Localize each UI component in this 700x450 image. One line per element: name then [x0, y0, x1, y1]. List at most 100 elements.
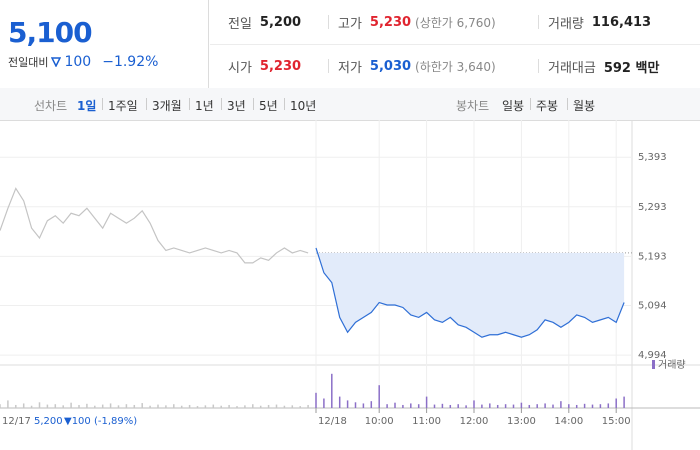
price: 5,100 — [8, 16, 93, 49]
volume-bar — [378, 385, 380, 408]
volume-bar — [259, 405, 262, 408]
footer-change: ▼100 (-1,89%) — [64, 416, 137, 427]
range-tab[interactable]: 3개월 — [152, 99, 182, 113]
volume-bar — [228, 404, 230, 408]
volume-bar — [0, 404, 1, 408]
volume-bar — [607, 403, 610, 408]
y-tick-label: 4,994 — [638, 350, 667, 361]
volume-bar — [386, 404, 388, 408]
tab-sep — [146, 98, 147, 110]
stat: 저가 5,030 (하한가 3,640) — [338, 57, 496, 76]
tab-sep — [530, 98, 531, 110]
volume-bar — [109, 403, 112, 408]
volume-bar — [615, 398, 617, 408]
quote-header: 5,100 전일대비 100 −1.92% 전일 5,200 고가 5,230 (상한가… — [0, 0, 700, 89]
volume-bar — [62, 405, 64, 408]
volume-bar — [275, 404, 278, 408]
volume-bar — [15, 404, 17, 408]
range-tab[interactable]: 1일 — [77, 99, 97, 113]
volume-bar — [125, 404, 128, 408]
stat-value: 5,230 — [369, 14, 412, 30]
volume-bar — [94, 405, 96, 408]
volume-bar — [449, 404, 452, 408]
stat-value: 592 백만 — [603, 60, 660, 76]
stat-extra: (하한가 3,640) — [415, 59, 496, 74]
down-arrow — [51, 57, 62, 67]
tab-sep — [102, 98, 103, 110]
volume-bar — [623, 396, 625, 408]
x-tick-label: 15:00 — [602, 416, 631, 427]
stat: 거래대금 592 백만 — [548, 57, 659, 76]
tab-group-label: 봉차트 — [456, 99, 490, 113]
volume-bar — [512, 404, 515, 408]
volume-bar — [180, 405, 183, 408]
range-tab[interactable]: 1년 — [195, 99, 214, 113]
volume-bar — [267, 404, 270, 408]
x-tick-label: 12:00 — [460, 416, 489, 427]
range-tab[interactable]: 5년 — [259, 99, 278, 113]
candle-tab[interactable]: 주봉 — [536, 99, 559, 113]
change-label: 전일대비 — [8, 56, 49, 69]
x-tick-label: 11:00 — [412, 416, 441, 427]
y-tick-label: 5,094 — [638, 300, 667, 311]
footer-close: 5,200 — [34, 416, 63, 427]
legend-label: 거래량 — [658, 359, 686, 371]
volume-bar — [307, 404, 309, 408]
volume-bar — [575, 404, 578, 408]
volume-bar — [30, 405, 33, 408]
volume-bar — [70, 402, 72, 408]
tab-sep — [567, 98, 568, 110]
volume-bar — [157, 404, 159, 408]
chart: 5,393 5,293 5,193 5,094 4,994 12/18 10:00 11:00… — [0, 120, 700, 450]
volume-bar — [46, 404, 49, 408]
y-tick-label: 5,393 — [638, 152, 667, 163]
range-tab[interactable]: 3년 — [227, 99, 246, 113]
volume-bar — [291, 405, 294, 408]
volume-bar — [481, 404, 483, 408]
candle-tab[interactable]: 월봉 — [573, 99, 596, 113]
range-tab[interactable]: 1주일 — [108, 99, 138, 113]
stat: 거래량 116,413 — [548, 13, 651, 32]
tab-group-label: 선차트 — [34, 99, 68, 113]
y-tick-label: 5,293 — [638, 202, 667, 213]
stat-label: 전일 — [228, 16, 252, 32]
divider — [538, 59, 539, 73]
volume-bar — [78, 404, 80, 408]
divider — [328, 59, 329, 73]
x-tick-label: 10:00 — [365, 416, 394, 427]
volume-bar — [346, 400, 349, 408]
range-tab[interactable]: 10년 — [290, 99, 317, 113]
x-tick-label: 13:00 — [507, 416, 536, 427]
stat: 시가 5,230 — [228, 57, 301, 76]
stat: 고가 5,230 (상한가 6,760) — [338, 13, 496, 32]
volume-bar — [362, 403, 365, 408]
volume-bar — [236, 406, 238, 408]
volume-bar — [457, 404, 459, 408]
volume-bar — [331, 373, 333, 408]
candle-tab[interactable]: 일봉 — [502, 99, 525, 113]
volume-bar — [520, 402, 523, 408]
volume-bar — [425, 396, 428, 408]
tab-bar: 선차트 1일 1주일 3개월 1년 3년 5년 10년 봉차트 일봉 주봉 월봉 — [0, 88, 700, 121]
stats-row: 시가 5,230 저가 5,030 (하한가 3,640) 거래대금 592 백만 — [210, 44, 700, 88]
x-tick-label: 12/18 — [318, 416, 347, 427]
stats-row: 전일 5,200 고가 5,230 (상한가 6,760) 거래량 116,413 — [210, 0, 700, 45]
volume-bar — [528, 404, 531, 408]
volume-bar — [370, 401, 373, 408]
volume-bar — [38, 402, 41, 408]
volume-bar — [433, 404, 436, 408]
volume-bar — [188, 404, 191, 408]
volume-bar — [149, 405, 151, 408]
volume-bar — [204, 405, 207, 408]
volume-bar — [496, 404, 499, 408]
volume-bar — [552, 404, 554, 408]
change-pct: −1.92% — [102, 54, 159, 70]
volume-bar — [173, 404, 175, 408]
area — [316, 247, 625, 338]
tab-sep — [189, 98, 190, 110]
volume-bar — [544, 403, 546, 408]
change-row: 전일대비 100 −1.92% — [8, 54, 158, 70]
volume-bar — [417, 404, 420, 408]
volume-bar — [54, 404, 57, 408]
stat-label: 거래량 — [548, 16, 584, 32]
